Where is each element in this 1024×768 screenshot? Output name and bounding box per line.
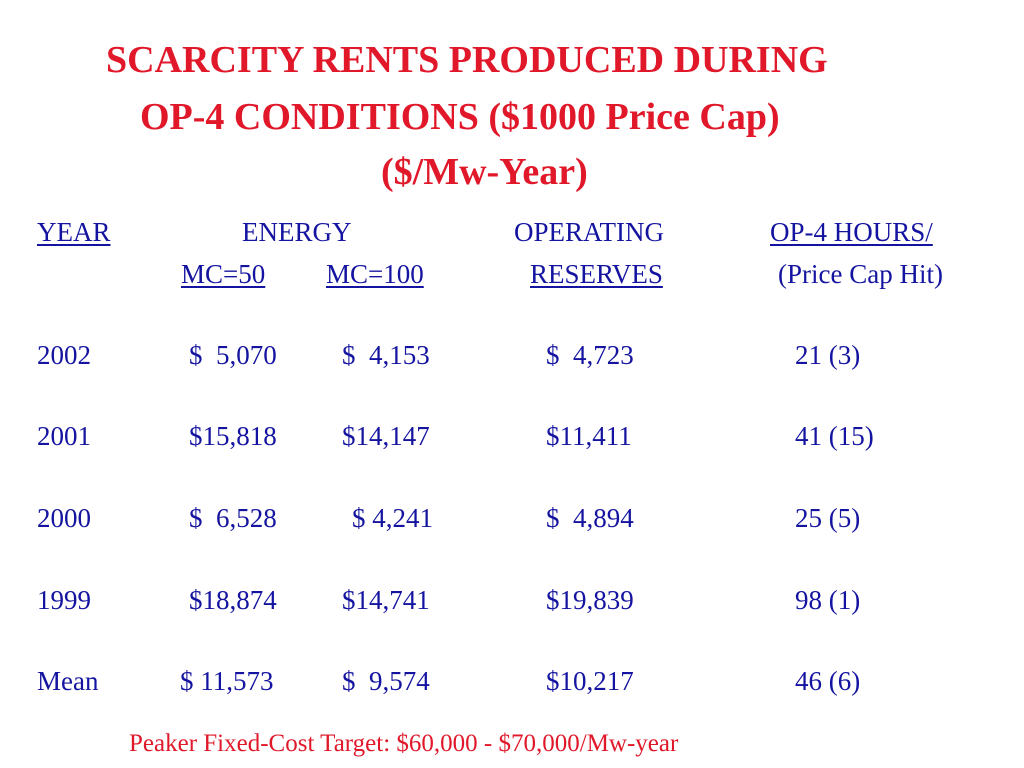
row-reserves: $11,411	[546, 421, 632, 451]
row-year: 2002	[37, 340, 91, 370]
row-mc50: $15,818	[189, 421, 277, 451]
row-mc100: $ 4,153	[342, 340, 430, 370]
row-mc100: $ 9,574	[342, 666, 430, 696]
row-year: 2000	[37, 503, 91, 533]
header-price-cap-hit: (Price Cap Hit)	[778, 259, 943, 289]
row-hours: 46 (6)	[795, 666, 861, 696]
row-reserves: $10,217	[546, 666, 634, 696]
header-year: YEAR	[37, 217, 111, 247]
row-mc100: $14,147	[342, 421, 430, 451]
header-operating: OPERATING	[514, 217, 665, 247]
header-mc50: MC=50	[181, 259, 266, 289]
row-year: 2001	[37, 421, 91, 451]
row-year: 1999	[37, 585, 91, 615]
row-year: Mean	[37, 666, 99, 696]
row-reserves: $ 4,894	[546, 503, 634, 533]
slide-title-line-3: ($/Mw-Year)	[381, 151, 588, 193]
row-mc50: $ 11,573	[180, 666, 274, 696]
row-reserves: $ 4,723	[546, 340, 634, 370]
header-op4-hours: OP-4 HOURS/	[770, 217, 933, 247]
slide-title-line-1: SCARCITY RENTS PRODUCED DURING	[106, 39, 828, 81]
footer-note: Peaker Fixed-Cost Target: $60,000 - $70,…	[129, 730, 679, 757]
row-mc50: $18,874	[189, 585, 277, 615]
row-reserves: $19,839	[546, 585, 634, 615]
row-hours: 98 (1)	[795, 585, 861, 615]
row-hours: 41 (15)	[795, 421, 874, 451]
row-mc100: $14,741	[342, 585, 430, 615]
header-energy: ENERGY	[242, 217, 352, 247]
header-mc100: MC=100	[326, 259, 424, 289]
row-mc100: $ 4,241	[352, 503, 433, 533]
row-hours: 21 (3)	[795, 340, 861, 370]
slide-title-line-2: OP-4 CONDITIONS ($1000 Price Cap)	[140, 96, 780, 138]
header-reserves: RESERVES	[530, 259, 663, 289]
row-mc50: $ 6,528	[189, 503, 277, 533]
row-mc50: $ 5,070	[189, 340, 277, 370]
row-hours: 25 (5)	[795, 503, 861, 533]
